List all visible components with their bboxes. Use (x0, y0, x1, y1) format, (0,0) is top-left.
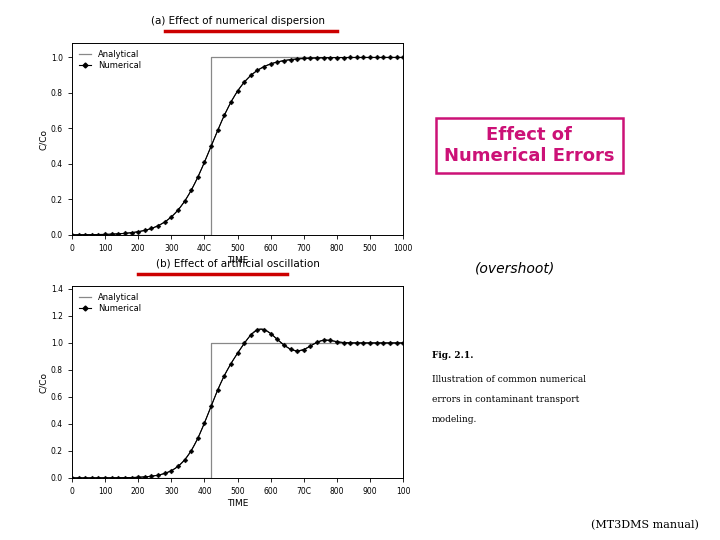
Legend: Analytical, Numerical: Analytical, Numerical (76, 48, 143, 73)
Line: Analytical: Analytical (72, 57, 403, 235)
Text: (MT3DMS manual): (MT3DMS manual) (590, 520, 698, 530)
Numerical (399, 340, 408, 346)
Numerical (68, 475, 76, 481)
X-axis label: TIME: TIME (227, 256, 248, 265)
Legend: Analytical, Numerical: Analytical, Numerical (76, 291, 143, 316)
Numerical (312, 339, 321, 346)
Analytical (207, 54, 215, 60)
Numerical (167, 468, 176, 474)
Numerical (293, 348, 302, 354)
Text: errors in contaminant transport: errors in contaminant transport (432, 395, 580, 404)
Numerical (392, 340, 401, 346)
Analytical (68, 232, 76, 238)
Numerical (140, 227, 149, 234)
Text: modeling.: modeling. (432, 415, 477, 424)
Text: Illustration of common numerical: Illustration of common numerical (432, 375, 586, 384)
Numerical (306, 55, 315, 62)
Analytical (207, 340, 215, 346)
Text: (overshoot): (overshoot) (475, 262, 555, 276)
Numerical (167, 214, 176, 220)
Numerical (287, 56, 295, 63)
Analytical (399, 340, 408, 346)
Analytical (207, 475, 215, 481)
Line: Numerical: Numerical (71, 328, 405, 480)
Y-axis label: C/Co: C/Co (39, 372, 48, 393)
Y-axis label: C/Co: C/Co (39, 129, 48, 150)
Title: (a) Effect of numerical dispersion: (a) Effect of numerical dispersion (150, 16, 325, 26)
Numerical (392, 54, 401, 60)
Numerical (140, 474, 149, 480)
Analytical (399, 54, 408, 60)
Analytical (68, 475, 76, 481)
X-axis label: TIME: TIME (227, 499, 248, 508)
Analytical (207, 232, 215, 238)
Numerical (174, 463, 182, 470)
Text: Effect of
Numerical Errors: Effect of Numerical Errors (444, 126, 614, 165)
Numerical (174, 207, 182, 213)
Line: Numerical: Numerical (71, 56, 405, 237)
Numerical (399, 54, 408, 60)
Numerical (260, 326, 269, 333)
Line: Analytical: Analytical (72, 343, 403, 478)
Text: Fig. 2.1.: Fig. 2.1. (432, 351, 474, 360)
Title: (b) Effect of artificial oscillation: (b) Effect of artificial oscillation (156, 259, 320, 269)
Numerical (68, 232, 76, 238)
